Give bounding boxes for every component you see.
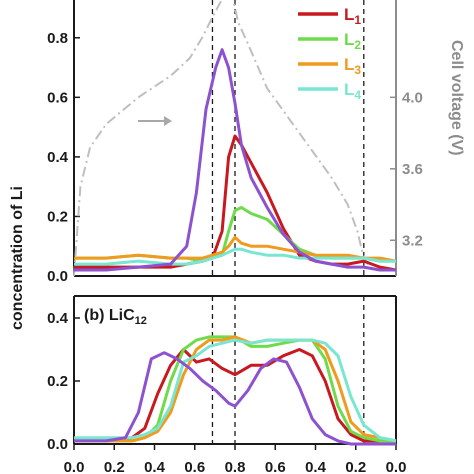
bottom-x-tick-label: 0.0: [64, 459, 85, 474]
top-series-line-5: [74, 48, 396, 272]
bottom-series-line-3: [74, 335, 397, 443]
bottom-series-line-1: [74, 348, 397, 446]
bottom-x-tick-label: 0.8: [225, 459, 246, 474]
top-y-tick-label: 0.2: [47, 208, 68, 225]
top-y2-tick-label: 3.2: [402, 232, 423, 249]
bottom-x-tick-label: 0.4: [305, 459, 327, 474]
top-panel-y2-axis-title: Cell voltage (V): [448, 40, 465, 156]
top-y-tick-label: 0.8: [47, 30, 68, 47]
voltage-direction-arrowhead: [164, 116, 172, 126]
bottom-y-tick-label: 0.0: [47, 436, 68, 453]
bottom-panel-y-ticks: 0.0 0.2 0.4: [47, 310, 80, 453]
bottom-panel-title: (b) LiC12: [84, 307, 147, 327]
bottom-panel-series: [74, 335, 397, 446]
bottom-series-line-5: [74, 351, 396, 446]
top-series-line-4: [74, 247, 396, 266]
top-y2-tick-label: 4.0: [402, 89, 423, 106]
legend-label: L1: [344, 5, 361, 27]
bottom-y-tick-label: 0.2: [47, 373, 68, 390]
bottom-x-tick-label: 0.6: [265, 459, 286, 474]
top-y2-tick-label: 3.6: [402, 161, 423, 178]
voltage-curve: [73, 0, 375, 277]
top-panel-y-axis-title: concentration of Li: [9, 186, 26, 330]
top-panel: 0.0 0.2 0.4 0.6 0.8 3.2 3.6 4.0 concentration …: [9, 0, 465, 330]
top-panel-series: [73, 0, 397, 277]
bottom-panel: 0.0 0.2 0.4 0.0 0.2 0.4 0.6 0.8 0.6 0.4 0.2 0.0 (b…: [47, 295, 407, 474]
top-panel-y-ticks: 0.0 0.2 0.4 0.6 0.8: [47, 30, 80, 285]
bottom-panel-x-ticks: 0.0 0.2 0.4 0.6 0.8 0.6 0.4 0.2 0.0: [64, 444, 407, 474]
bottom-x-tick-label: 0.4: [144, 459, 166, 474]
top-y-tick-label: 0.0: [47, 268, 68, 285]
top-y-tick-label: 0.6: [47, 89, 68, 106]
top-y-tick-label: 0.4: [47, 149, 69, 166]
bottom-x-tick-label: 0.6: [184, 459, 205, 474]
bottom-x-tick-label: 0.0: [386, 459, 407, 474]
legend-label: L2: [344, 30, 361, 52]
bottom-y-tick-label: 0.4: [47, 310, 69, 327]
legend: L1 L2 L3 L4: [298, 5, 361, 102]
legend-label: L3: [344, 55, 361, 77]
bottom-x-tick-label: 0.2: [345, 459, 366, 474]
bottom-panel-reference-lines: [211, 296, 365, 444]
bottom-x-tick-label: 0.2: [104, 459, 125, 474]
top-panel-y2-ticks: 3.2 3.6 4.0: [390, 89, 423, 249]
legend-label: L4: [344, 80, 361, 102]
bottom-series-line-4: [74, 338, 397, 443]
